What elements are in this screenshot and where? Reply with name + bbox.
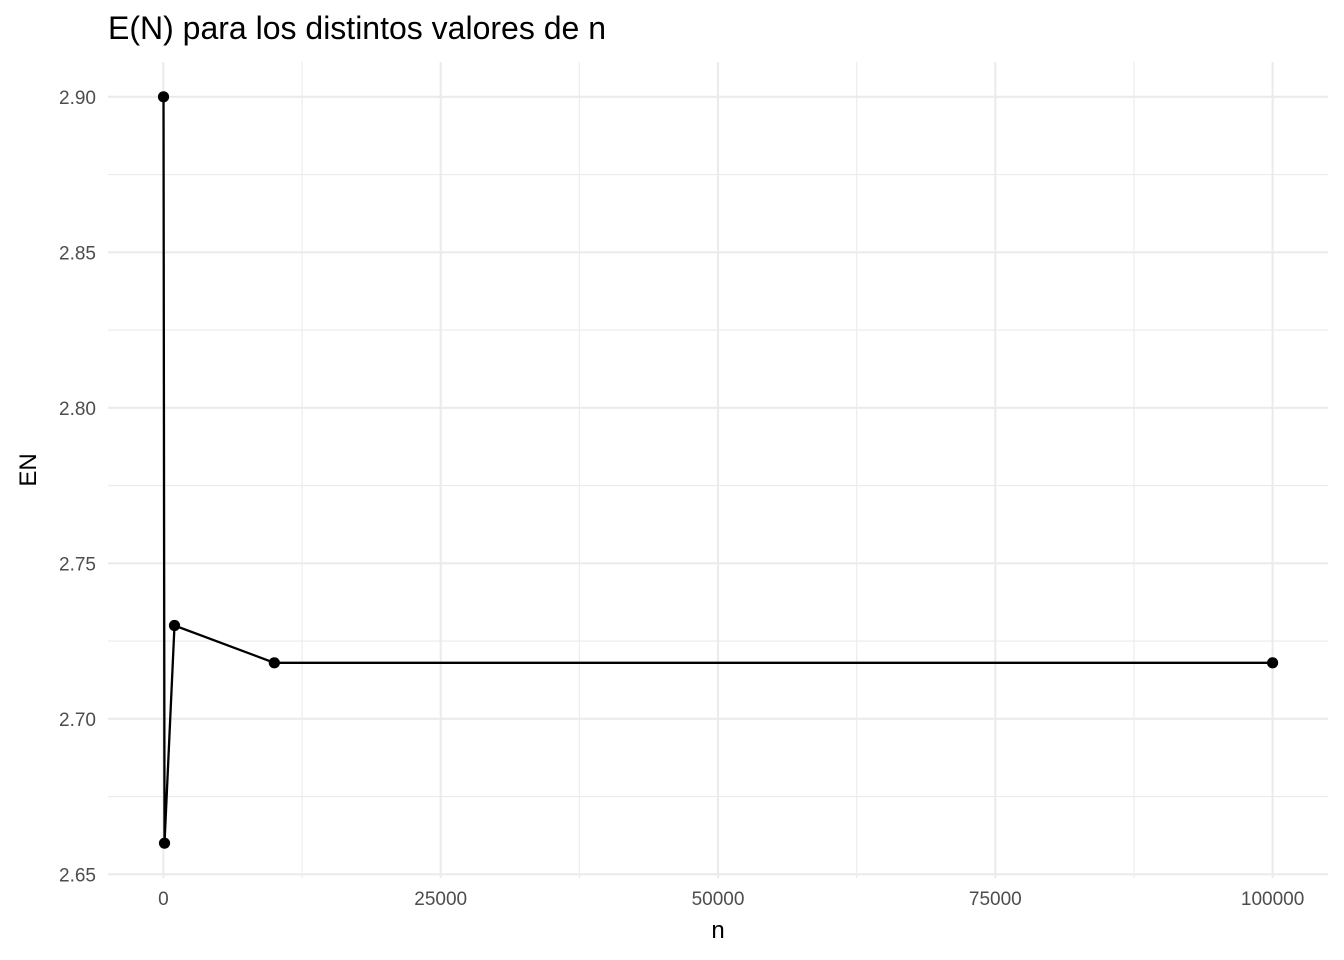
x-tick-label-3: 75000 (969, 889, 1022, 910)
y-axis-title: EN (15, 453, 42, 486)
x-tick-label-4: 100000 (1241, 889, 1304, 910)
x-tick-label-0: 0 (158, 889, 169, 910)
x-tick-label-1: 25000 (414, 889, 467, 910)
x-tick-label-2: 50000 (692, 889, 745, 910)
chart-title: E(N) para los distintos valores de n (108, 10, 606, 46)
data-point-0-2 (168, 619, 181, 632)
major-gridlines (108, 62, 1328, 878)
data-series (157, 91, 1279, 849)
data-point-0-4 (1266, 657, 1279, 669)
y-tick-label-1: 2.70 (59, 710, 96, 731)
y-tick-label-2: 2.75 (59, 554, 96, 575)
y-tick-label-4: 2.85 (59, 243, 96, 264)
data-point-0-1 (158, 837, 171, 849)
x-axis-tick-labels: 0 25000 50000 75000 100000 (158, 889, 1304, 910)
x-axis-title: n (711, 917, 724, 944)
y-tick-label-5: 2.90 (59, 88, 96, 109)
y-axis-tick-labels: 2.65 2.70 2.75 2.80 2.85 2.90 (59, 88, 96, 886)
y-tick-label-3: 2.80 (59, 399, 96, 420)
data-point-0-3 (268, 657, 280, 669)
data-point-0-0 (157, 91, 170, 103)
y-tick-label-0: 2.65 (59, 865, 96, 886)
